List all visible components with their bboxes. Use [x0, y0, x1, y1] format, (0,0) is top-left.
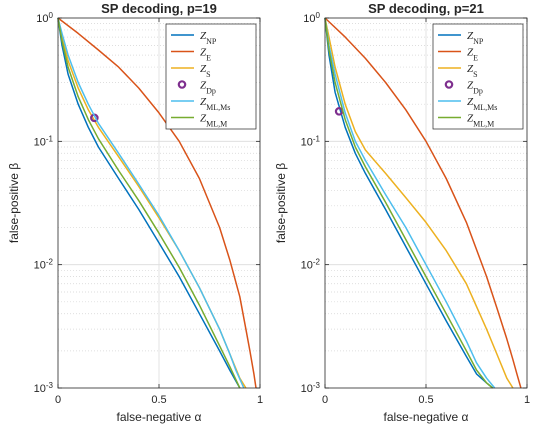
series-line-Z_ML,Ms [324, 17, 496, 389]
legend-label: ZML,Ms [467, 96, 497, 112]
x-tick-label: 0.5 [151, 394, 166, 406]
series-line-Z_NP [324, 17, 494, 389]
chart-panel-2: 0 0.5 1 100 10-1 10-2 10-3 SP decoding, p=21 fal… [274, 1, 530, 424]
legend-label: ZE [467, 47, 478, 63]
series-line-Z_NP [57, 17, 241, 389]
legend-box [165, 23, 257, 130]
legend-marker [177, 80, 187, 89]
series-line-Z_E [324, 17, 522, 389]
y-tick-label: 100 [36, 11, 53, 26]
y-tick-label: 10-1 [34, 134, 54, 149]
series-line-Z_E [57, 17, 257, 389]
legend-label: ZS [200, 63, 211, 79]
legend-box [432, 23, 524, 130]
legend-label: ZDp [467, 80, 483, 96]
series-line-Z_ML,M [324, 17, 494, 389]
y-tick-label: 10-3 [301, 381, 321, 396]
series-line-Z_S [324, 17, 514, 389]
y-axis-label: false-positive β [7, 163, 21, 243]
legend-label: ZML,Ms [200, 96, 230, 112]
legend-marker [444, 80, 454, 89]
legend-label: ZDp [200, 80, 216, 96]
y-axis-label: false-positive β [274, 163, 288, 243]
chart-title: SP decoding, p=19 [101, 1, 217, 16]
y-tick-label: 10-2 [34, 257, 54, 272]
legend-label: ZE [200, 47, 211, 63]
series-line-Z_ML,Ms [57, 17, 245, 389]
y-tick-label: 10-1 [301, 134, 321, 149]
series-line-Z_ML,M [57, 17, 241, 389]
x-tick-label: 0 [55, 394, 61, 406]
x-axis-label: false-negative α [117, 410, 202, 424]
chart-title: SP decoding, p=21 [368, 1, 484, 16]
x-tick-label: 1 [524, 394, 530, 406]
y-tick-label: 10-2 [301, 257, 321, 272]
legend-label: ZS [467, 63, 478, 79]
chart-panel-1: 0 0.5 1 100 10-1 10-2 10-3 SP decoding, p=19 fal… [7, 1, 263, 424]
y-tick-label: 10-3 [34, 381, 54, 396]
x-tick-label: 1 [257, 394, 263, 406]
y-tick-label: 100 [303, 11, 320, 26]
legend-label: ZML,M [200, 113, 227, 129]
legend-label: ZNP [467, 30, 484, 46]
legend-label: ZNP [200, 30, 217, 46]
x-axis-label: false-negative α [384, 410, 469, 424]
legend-label: ZML,M [467, 113, 494, 129]
x-tick-label: 0 [322, 394, 328, 406]
x-tick-label: 0.5 [418, 394, 433, 406]
